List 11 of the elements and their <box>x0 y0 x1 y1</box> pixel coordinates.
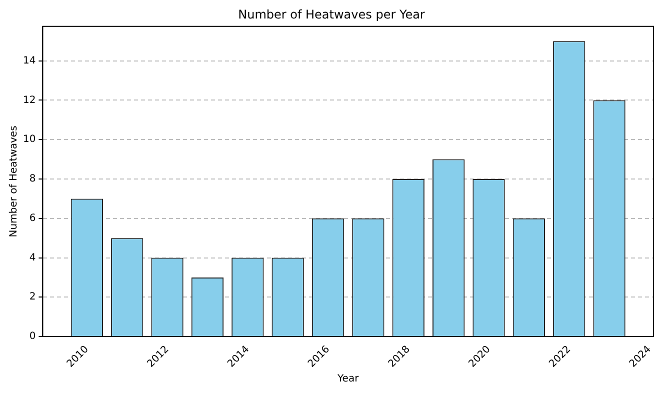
y-tick-label: 10 <box>22 134 36 146</box>
y-tick-label: 14 <box>22 55 36 66</box>
y-tick-label: 0 <box>29 331 36 342</box>
y-tick-label: 4 <box>29 252 36 264</box>
y-tick-label: 12 <box>22 94 36 106</box>
y-axis-title: Number of Heatwaves <box>8 126 20 238</box>
x-axis-title: Year <box>336 374 360 385</box>
y-tick-label: 8 <box>29 174 36 185</box>
y-tick-label: 2 <box>29 292 36 303</box>
y-tick-label: 6 <box>29 212 36 224</box>
chart-title: Number of Heatwaves per Year <box>238 7 425 22</box>
